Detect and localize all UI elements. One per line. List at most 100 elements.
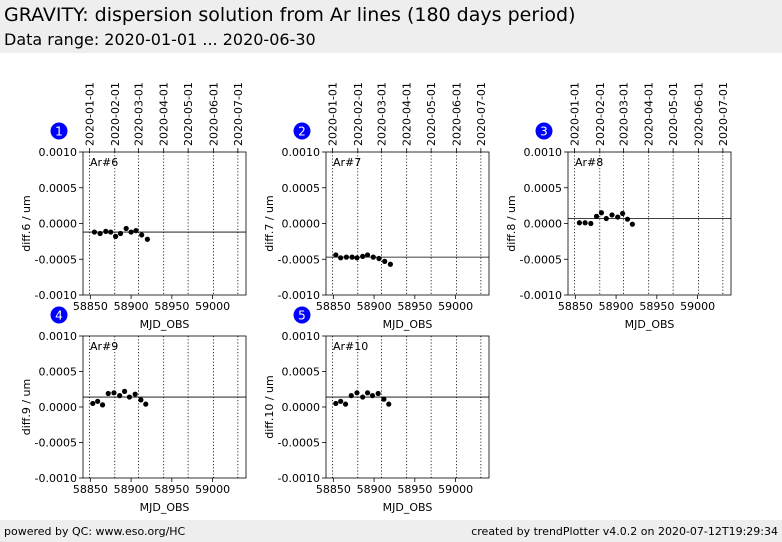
top-date-label: 2020-06-01 [207, 82, 220, 146]
x-tick-label: 58900 [114, 300, 149, 313]
panel-number-label: 4 [55, 309, 63, 323]
plot-frame [325, 335, 490, 479]
data-point [138, 397, 144, 403]
data-point [342, 401, 349, 407]
panel-number-label: 5 [298, 309, 306, 323]
x-axis-label: MJD_OBS [383, 318, 433, 331]
data-point [370, 254, 376, 260]
y-tick-label: -0.0010 [278, 289, 320, 302]
y-tick-label: 0.0005 [524, 182, 563, 195]
x-axis-label: MJD_OBS [625, 318, 675, 331]
y-tick-label: 0.0010 [282, 146, 321, 159]
top-date-label: 2020-06-01 [692, 82, 705, 146]
series-label: Ar#7 [333, 156, 361, 169]
data-point [338, 255, 344, 261]
y-tick-label: 0.0000 [39, 218, 78, 231]
y-tick-label: 0.0010 [39, 146, 78, 159]
panel-number-label: 1 [55, 125, 63, 139]
x-tick-label: 59000 [680, 300, 715, 313]
y-tick-label: 0.0005 [39, 366, 78, 379]
y-axis-label: diff.8 / um [505, 195, 518, 252]
x-tick-label: 58950 [639, 300, 674, 313]
data-point [349, 254, 355, 260]
data-point [95, 398, 101, 404]
top-date-label: 2020-03-01 [132, 82, 145, 146]
top-date-label: 2020-02-01 [352, 82, 365, 146]
data-point [333, 252, 339, 258]
series-label: Ar#8 [575, 156, 603, 169]
data-point [103, 228, 109, 234]
top-date-label: 2020-07-01 [717, 82, 730, 146]
y-tick-label: -0.0010 [520, 289, 562, 302]
panel-number-badge [293, 306, 311, 324]
panel-number-label: 3 [540, 125, 548, 139]
data-point [105, 390, 111, 397]
y-tick-label: -0.0005 [278, 253, 320, 266]
y-tick-label: -0.0005 [278, 437, 320, 450]
data-point [128, 229, 134, 235]
data-point [615, 214, 621, 220]
y-tick-label: -0.0005 [35, 437, 77, 450]
data-point [97, 230, 103, 237]
data-point [624, 216, 631, 222]
y-tick-label: 0.0000 [39, 401, 78, 414]
page-title: GRAVITY: dispersion solution from Ar lin… [4, 4, 576, 26]
data-point [133, 228, 139, 234]
x-tick-label: 59000 [195, 300, 230, 313]
panel-number-badge [50, 306, 68, 324]
top-date-label: 2020-03-01 [617, 82, 630, 146]
data-point [364, 390, 371, 396]
data-point [126, 394, 133, 400]
top-date-label: 2020-07-01 [232, 82, 245, 146]
data-point [369, 393, 376, 399]
x-tick-label: 58850 [316, 483, 351, 496]
panel-number-label: 2 [298, 125, 306, 139]
data-point [375, 390, 381, 397]
data-point [338, 398, 344, 404]
y-tick-label: -0.0010 [278, 472, 320, 485]
top-date-label: 2020-07-01 [475, 82, 488, 146]
data-point [360, 394, 366, 400]
top-date-label: 2020-01-01 [327, 82, 340, 146]
x-tick-label: 58900 [357, 483, 392, 496]
data-point [90, 400, 96, 407]
y-tick-label: 0.0010 [282, 330, 321, 343]
top-date-label: 2020-05-01 [425, 82, 438, 146]
x-tick-label: 58950 [154, 483, 189, 496]
x-axis-label: MJD_OBS [383, 501, 433, 514]
report-header: GRAVITY: dispersion solution from Ar lin… [0, 0, 782, 53]
top-date-label: 2020-01-01 [569, 82, 582, 146]
data-point [376, 255, 382, 262]
data-point [108, 229, 114, 235]
x-tick-label: 58950 [397, 300, 432, 313]
plot-frame [82, 335, 247, 479]
chart-panel-5: 58850 58900 58950 59000 -0.0010 -0.0005 0.0000… [263, 306, 490, 514]
panel-number-badge [535, 122, 553, 140]
x-axis-label: MJD_OBS [140, 501, 190, 514]
top-date-label: 2020-06-01 [450, 82, 463, 146]
chart-panel-2: 58850 58900 58950 59000 -0.0010 -0.0005 0.0000… [263, 82, 490, 331]
data-point [386, 401, 392, 407]
data-point [123, 225, 129, 232]
data-point [364, 252, 371, 258]
chart-panel-1: 58850 58900 58950 59000 -0.0010 -0.0005 0.0000… [20, 82, 247, 331]
panel-number-badge [50, 122, 68, 140]
data-point [117, 230, 124, 237]
panel-number-badge [293, 122, 311, 140]
y-axis-label: diff.6 / um [20, 195, 33, 252]
x-tick-label: 59000 [438, 483, 473, 496]
data-point [609, 212, 615, 218]
data-point [333, 400, 339, 407]
y-tick-label: -0.0010 [35, 289, 77, 302]
y-tick-label: 0.0005 [282, 366, 321, 379]
chart-panel-4: 58850 58900 58950 59000 -0.0010 -0.0005 0.0000… [20, 306, 247, 514]
data-point [381, 396, 387, 402]
y-tick-label: -0.0005 [35, 253, 77, 266]
data-point [593, 213, 600, 219]
top-date-label: 2020-04-01 [158, 82, 171, 146]
x-tick-label: 58850 [316, 300, 351, 313]
top-date-label: 2020-05-01 [667, 82, 680, 146]
top-date-label: 2020-02-01 [109, 82, 122, 146]
data-point [582, 220, 588, 226]
data-point [117, 393, 123, 399]
